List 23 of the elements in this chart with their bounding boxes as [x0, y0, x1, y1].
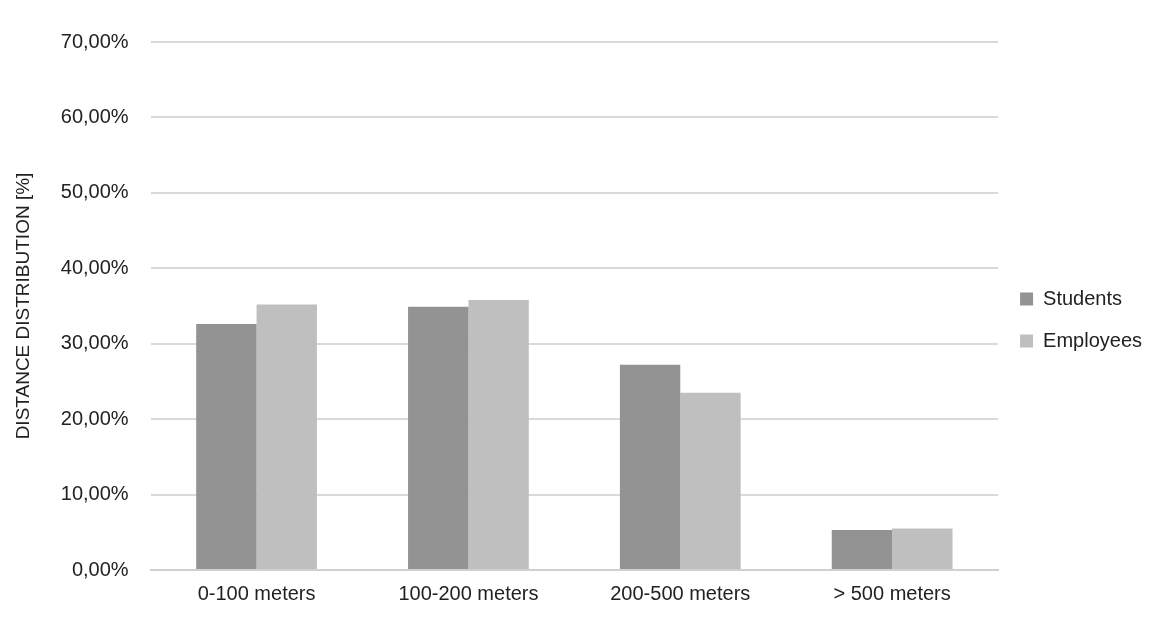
- y-axis-title: DISTANCE DISTRIBUTION [%]: [11, 172, 33, 440]
- bar: [468, 299, 529, 569]
- x-tick-label: > 500 meters: [833, 581, 951, 604]
- bar: [196, 324, 257, 569]
- bar: [256, 304, 317, 569]
- x-tick-label: 100-200 meters: [398, 581, 539, 604]
- x-tick-label: 0-100 meters: [197, 581, 316, 604]
- y-tick-label: 10,00%: [60, 482, 129, 505]
- bar: [831, 530, 893, 569]
- y-tick-label: 30,00%: [60, 331, 129, 354]
- y-tick-label: 40,00%: [60, 255, 129, 278]
- y-tick-label: 0,00%: [71, 557, 129, 580]
- bar: [408, 306, 469, 569]
- y-tick-label: 60,00%: [60, 104, 129, 127]
- y-tick-label: 50,00%: [60, 180, 129, 203]
- y-tick-label: 70,00%: [60, 29, 129, 52]
- bar: [892, 528, 953, 569]
- x-tick-label: 200-500 meters: [610, 581, 751, 604]
- bar: [680, 392, 741, 569]
- legend-label: Students: [1043, 286, 1123, 309]
- y-tick-label: 20,00%: [60, 406, 129, 429]
- bar: [619, 364, 681, 569]
- legend-label: Employees: [1043, 328, 1142, 351]
